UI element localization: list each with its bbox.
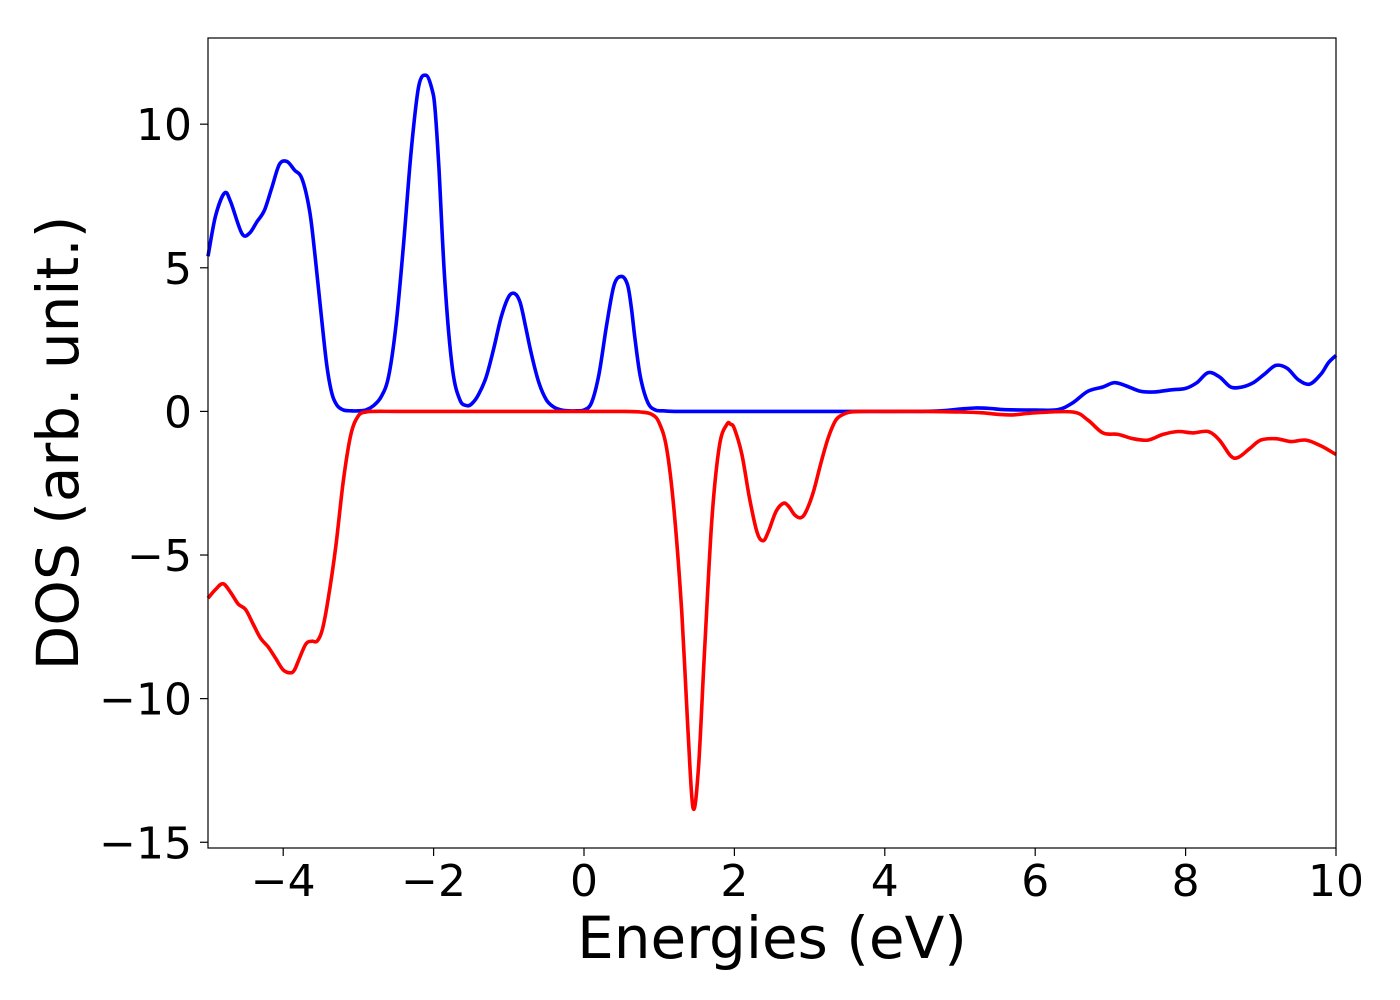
y-axis-title: DOS (arb. unit.) <box>24 216 92 671</box>
x-axis-title: Energies (eV) <box>577 904 967 972</box>
y-tick-label: −15 <box>99 818 192 869</box>
series-line-2 <box>206 409 1337 812</box>
x-tick-label: 4 <box>871 856 899 907</box>
series-layer <box>206 73 1338 812</box>
y-tick-label: 5 <box>164 244 192 295</box>
x-tick-label: 6 <box>1021 856 1049 907</box>
x-tick-label: −2 <box>401 856 466 907</box>
x-tick-label: 2 <box>720 856 748 907</box>
x-tick-label: 8 <box>1172 856 1200 907</box>
series-line-1 <box>206 73 1338 414</box>
x-axis: −4 −2 0 2 4 6 8 10 <box>251 848 1364 907</box>
y-tick-label: 0 <box>164 387 192 438</box>
x-tick-label: −4 <box>251 856 316 907</box>
y-tick-label: −10 <box>99 675 192 726</box>
y-tick-label: 10 <box>136 100 192 151</box>
x-tick-label: 10 <box>1308 856 1364 907</box>
x-tick-label: 0 <box>570 856 598 907</box>
y-axis: 10 5 0 −5 −10 −15 <box>99 100 208 869</box>
plot-frame <box>207 37 1337 849</box>
y-tick-label: −5 <box>127 531 192 582</box>
